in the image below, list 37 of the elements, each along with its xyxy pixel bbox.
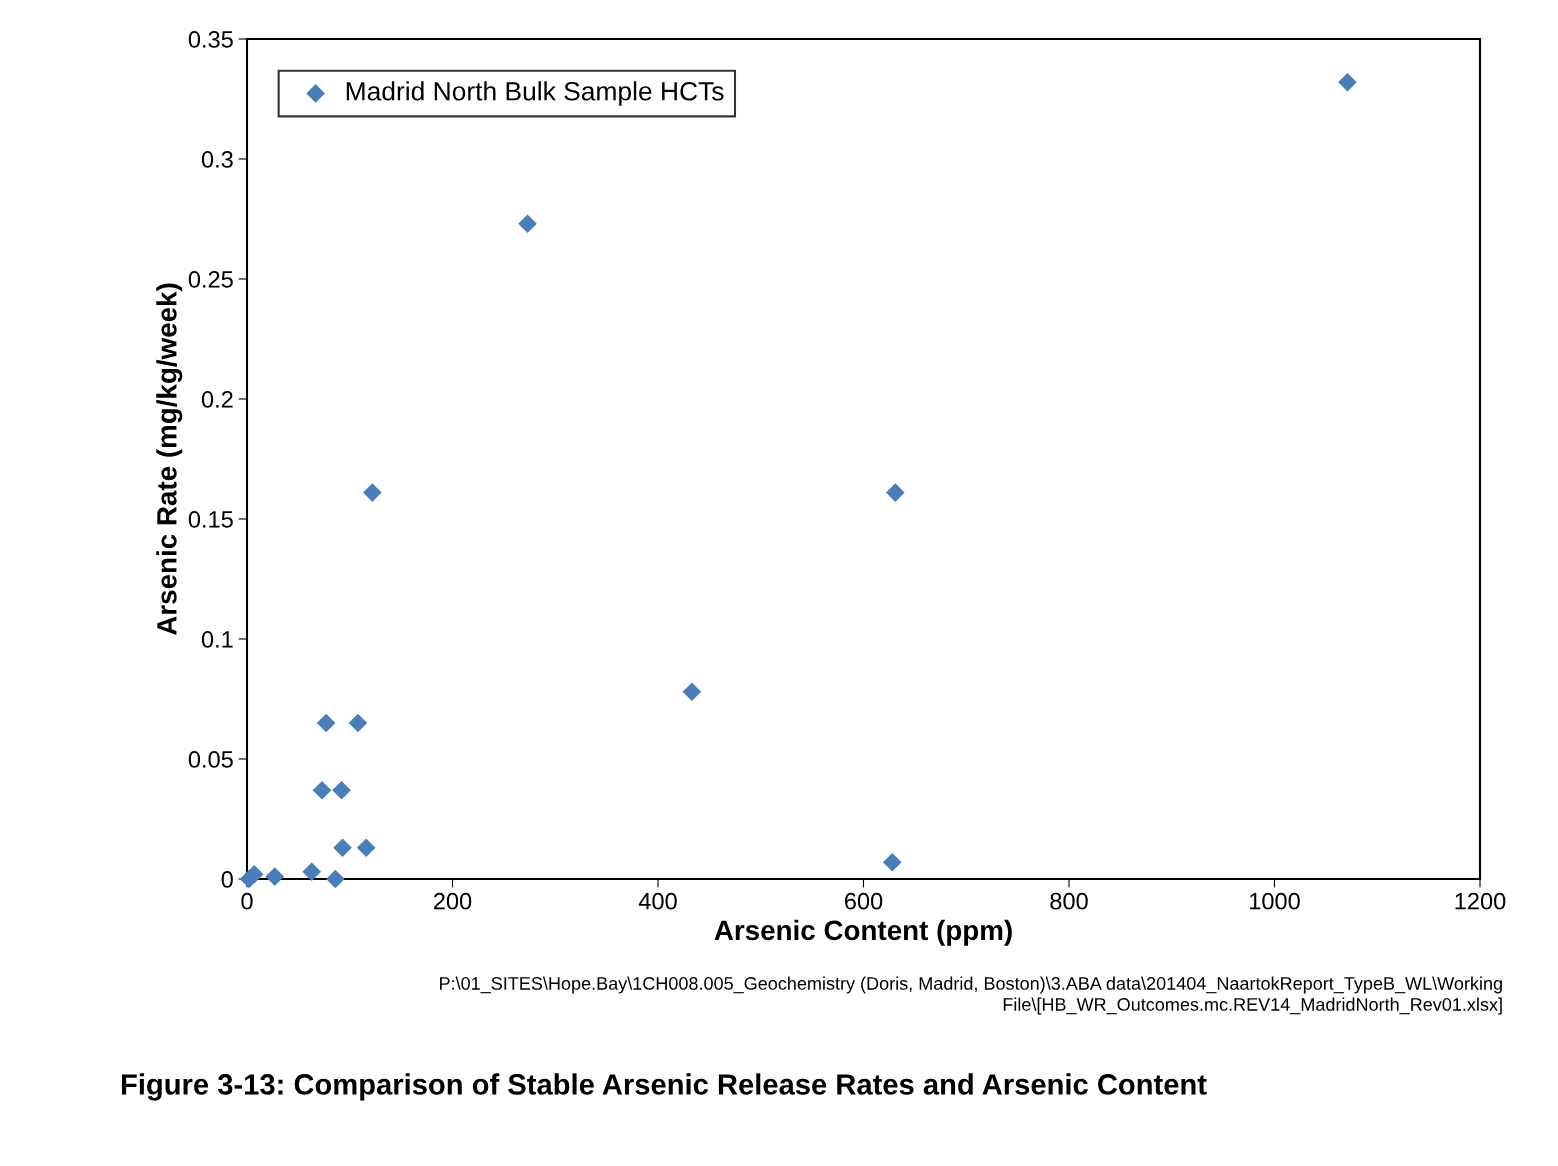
point bbox=[882, 852, 902, 872]
y-tick-label: 0.25 bbox=[188, 271, 233, 288]
x-tick-label: 0 bbox=[241, 892, 253, 910]
legend-label: Madrid North Bulk Sample HCTs bbox=[346, 81, 724, 106]
point bbox=[316, 713, 336, 733]
y-tick-label: 0.1 bbox=[201, 631, 233, 648]
x-tick-label: 400 bbox=[638, 892, 677, 910]
text: Figure 3-13: Comparison of Stable Arsenic Release Rates and Arsenic Content bbox=[121, 1073, 1207, 1101]
point bbox=[239, 869, 259, 889]
y-tick-label: 0.2 bbox=[201, 391, 233, 408]
point bbox=[348, 713, 368, 733]
point bbox=[886, 483, 905, 502]
y-axis-title: Arsenic Rate (mg/kg/week) bbox=[156, 283, 183, 636]
y-tick-label: 0.35 bbox=[188, 31, 233, 48]
x-tick-label: 1200 bbox=[1455, 892, 1506, 910]
y-tick-label: 0 bbox=[221, 871, 233, 888]
x-tick-label: 600 bbox=[845, 892, 883, 910]
y-tick-label: 0.05 bbox=[188, 751, 233, 768]
point bbox=[326, 869, 345, 889]
text: File\[HB_WR_Outcomes.mc.REV14_MadridNorth_Rev01.xlsx] bbox=[1003, 997, 1502, 1015]
point bbox=[265, 867, 285, 886]
point bbox=[332, 780, 351, 800]
x-tick-label: 800 bbox=[1050, 892, 1088, 910]
x-tick-label: 1000 bbox=[1250, 892, 1300, 910]
text: P:\01_SITES\Hope.Bay\1CH008.005_Geochemistry (Doris, Madrid, Boston)\3.ABA data\201404_NaartokReport_TypeB_WL\Working bbox=[440, 976, 1502, 994]
y-tick-label: 0.15 bbox=[188, 511, 233, 528]
point bbox=[1338, 72, 1357, 92]
point bbox=[518, 214, 537, 234]
y-tick-label: 0.3 bbox=[201, 151, 233, 168]
point bbox=[363, 483, 382, 502]
point bbox=[356, 838, 376, 858]
point bbox=[682, 682, 702, 702]
point bbox=[302, 862, 322, 882]
point bbox=[312, 780, 332, 800]
point bbox=[333, 838, 352, 858]
x-tick-label: 200 bbox=[433, 892, 472, 910]
x-axis-title: Arsenic Content (ppm) bbox=[714, 919, 1012, 946]
